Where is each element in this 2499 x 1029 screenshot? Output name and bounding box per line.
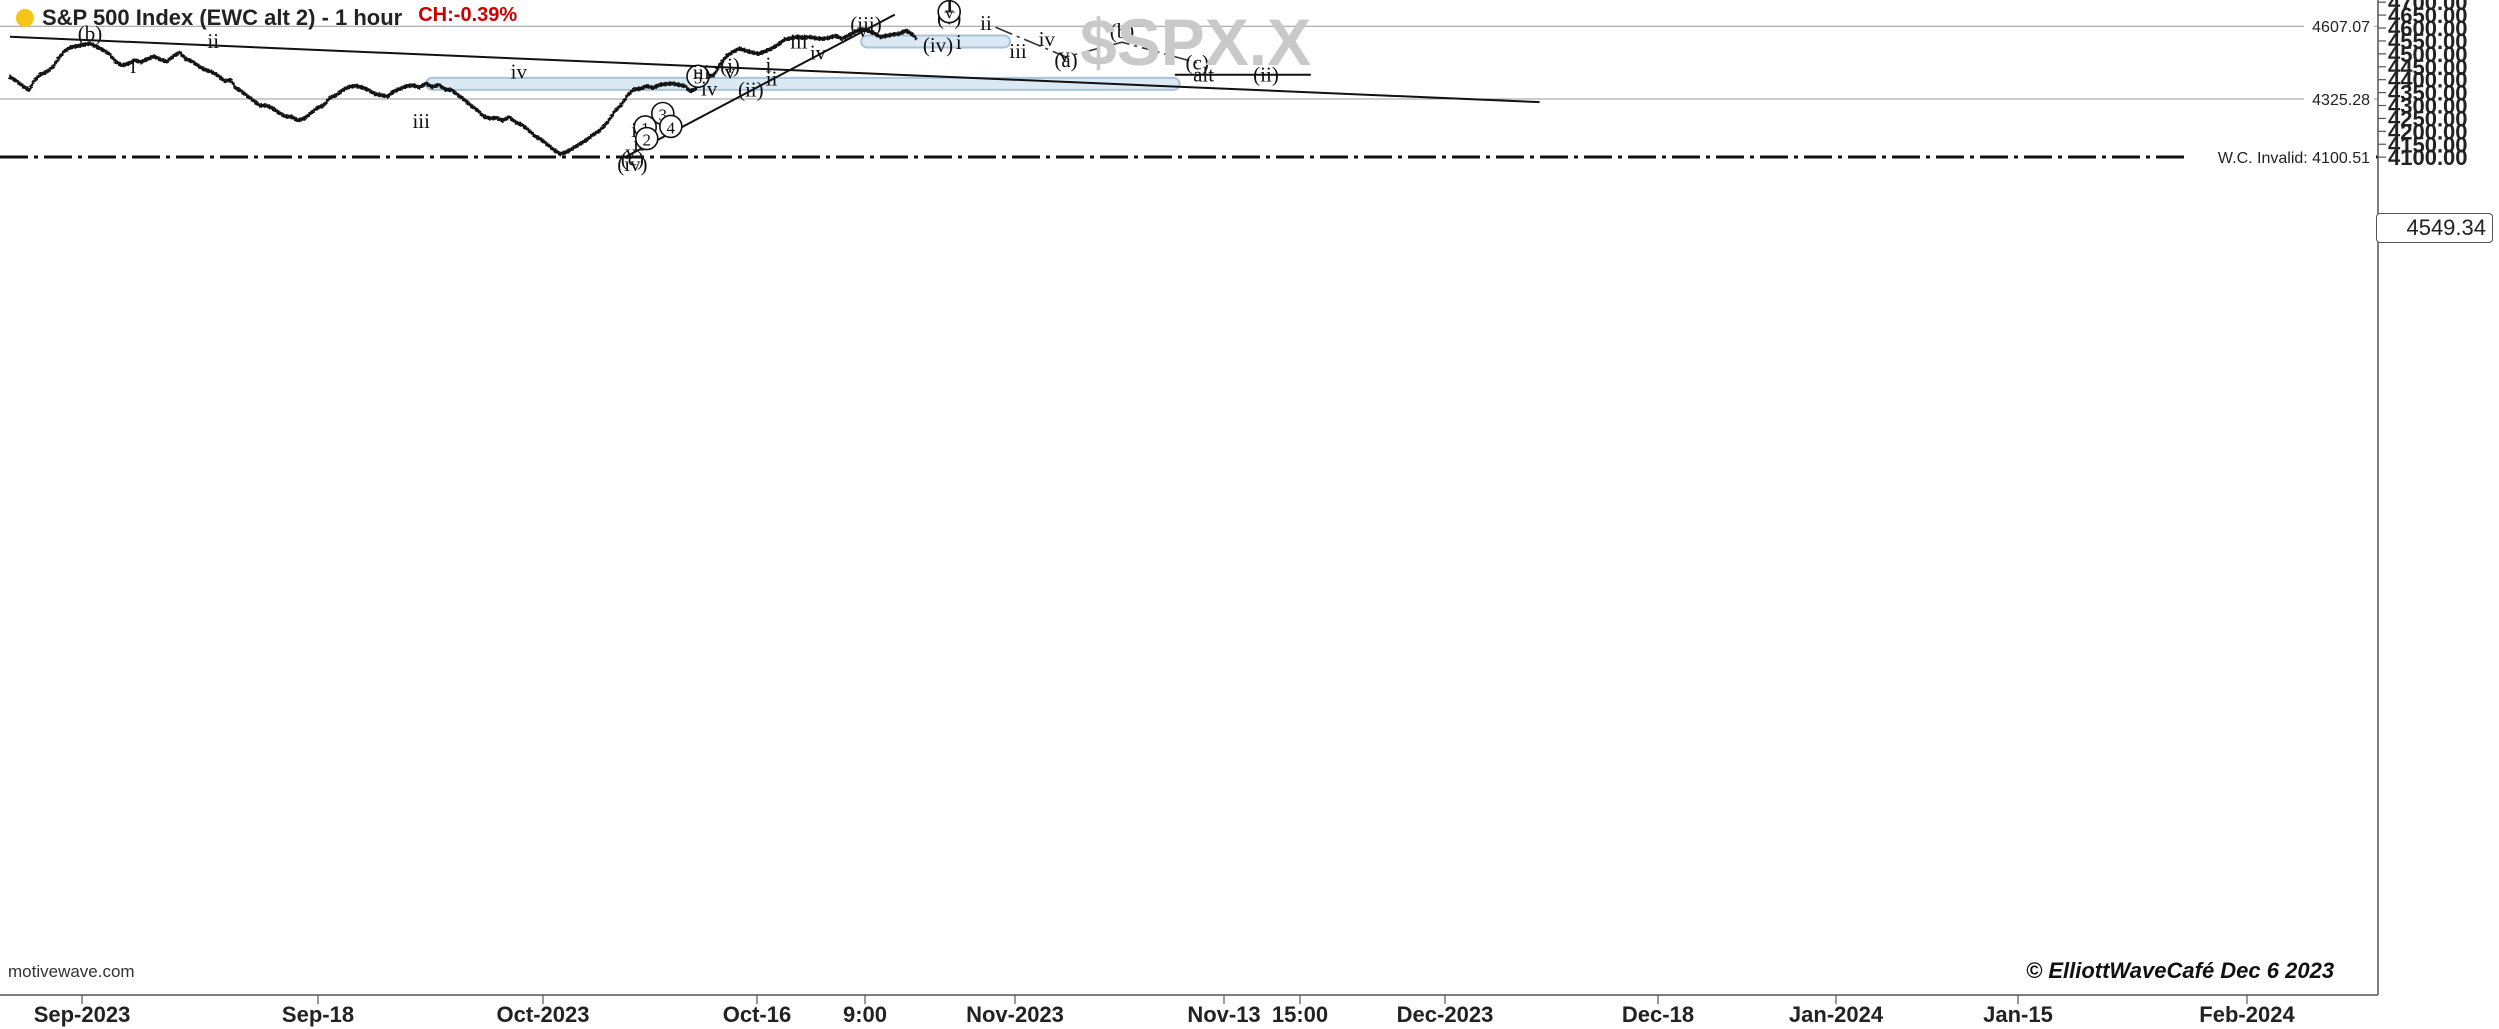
x-tick-label: Nov-13 [1187, 1002, 1260, 1027]
reference-label-bg [2188, 146, 2374, 167]
reference-label: 4325.28 [2312, 92, 2370, 109]
support-zone [860, 34, 1012, 49]
symbol-watermark: $SPX.X [1080, 5, 1312, 79]
wave-label: iv [701, 77, 718, 101]
y-tick-label: 4300.00 [2388, 94, 2468, 119]
wave-label-circle [686, 64, 710, 89]
wave-label: (c) [1186, 51, 1209, 75]
wave-label: (ii) [738, 77, 764, 101]
support-zone [425, 76, 1181, 91]
wave-label: 2 [643, 131, 652, 150]
y-tick-label: 4250.00 [2388, 106, 2468, 131]
wave-label: ii [766, 66, 778, 90]
x-tick-label: Nov-2023 [966, 1002, 1064, 1027]
wave-label: iii [692, 60, 710, 84]
reference-label-bg [2304, 15, 2374, 36]
x-tick-label: Dec-18 [1622, 1002, 1694, 1027]
wave-label: iii [790, 29, 808, 53]
x-tick-label: 9:00 [843, 1002, 887, 1027]
chart-header: S&P 500 Index (EWC alt 2) - 1 hour CH:-0… [0, 2, 517, 34]
y-tick-label: 4500.00 [2388, 42, 2468, 67]
wave-label: 3 [659, 105, 668, 124]
x-tick-label: Jan-2024 [1789, 1002, 1884, 1027]
last-price-tag: 4549.34 [2376, 213, 2493, 243]
wave-label: (iii) [850, 12, 882, 36]
wave-label: (b) [1110, 19, 1135, 43]
wave-label: ii [207, 29, 219, 53]
x-tick-label: Sep-2023 [34, 1002, 131, 1027]
y-tick-label: 4450.00 [2388, 55, 2468, 80]
y-tick-label: 4100.00 [2388, 145, 2468, 170]
wave-label: i [956, 30, 962, 54]
wave-label: 5 [694, 68, 703, 87]
wave-label: v [725, 59, 736, 83]
x-tick-label: Oct-2023 [497, 1002, 590, 1027]
wave-label: 1 [942, 0, 957, 19]
projection-line [995, 26, 1201, 65]
y-tick-label: 4200.00 [2388, 119, 2468, 144]
wave-label: (iv) [923, 33, 953, 57]
wave-label: (i) [720, 54, 740, 78]
wave-labels: (b)iiiiviiiiiiv(c)(iv)12345iiiiv(i)v(ii)… [78, 0, 1279, 176]
plot-area [0, 0, 2378, 995]
projection-path [995, 26, 1201, 65]
wave-label: v [858, 18, 869, 42]
source-label: motivewave.com [8, 962, 135, 981]
y-tick-label: 4350.00 [2388, 81, 2468, 106]
wave-label: (ii) [1253, 62, 1279, 86]
reference-label-bg [2304, 87, 2374, 108]
wave-label: v [626, 140, 637, 164]
status-dot-icon [16, 9, 34, 27]
wave-label: iii [412, 109, 430, 133]
reference-label: 4607.07 [2312, 19, 2370, 36]
price-bars [8, 27, 918, 157]
x-tick-label: Feb-2024 [2199, 1002, 2295, 1027]
chart-title: S&P 500 Index (EWC alt 2) - 1 hour [42, 5, 403, 30]
x-tick-label: 15:00 [1272, 1002, 1328, 1027]
x-tick-label: Dec-2023 [1397, 1002, 1494, 1027]
wave-label: alt [1193, 62, 1214, 86]
change-percent: CH:-0.39% [418, 3, 518, 26]
x-tick-label: Jan-15 [1983, 1002, 2053, 1027]
wave-label: ii [980, 11, 992, 35]
wave-label: iv [1039, 27, 1056, 51]
copyright-label: © ElliottWaveCafé Dec 6 2023 [2026, 958, 2335, 983]
x-tick-label: Oct-16 [723, 1002, 791, 1027]
wave-label: (iv) [617, 152, 647, 176]
wave-label-circle [634, 126, 659, 151]
wave-label: (a) [1054, 48, 1077, 72]
wave-label: i [765, 52, 771, 76]
wave-label: (c) [621, 147, 644, 171]
x-tick-label: Sep-18 [282, 1002, 354, 1027]
y-tick-label: 4700.00 [2388, 0, 2468, 15]
wave-label: i [130, 54, 136, 78]
wave-label: iii [1009, 39, 1027, 63]
y-axis: 4700.004650.004600.004550.004500.004450.… [2378, 0, 2468, 170]
x-axis: Sep-2023 Sep-18 Oct-2023 Oct-16 9:00 Nov-2023… [34, 995, 2295, 1027]
y-tick-label: 4550.00 [2388, 29, 2468, 54]
wave-label: v [1059, 43, 1070, 67]
wave-label: iv [810, 40, 827, 64]
wave-label: (b) [78, 21, 103, 45]
wave-label: 4 [667, 118, 676, 137]
wave-label: v [945, 4, 954, 23]
wave-label-circle [937, 0, 961, 24]
y-tick-label: 4150.00 [2388, 132, 2468, 157]
y-tick-label: 4650.00 [2388, 3, 2468, 28]
reference-lines: 4607.07 4325.28 W.C. Invalid: 4100.51 [0, 15, 2378, 167]
y-tick-label: 4600.00 [2388, 16, 2468, 41]
trendline [9, 35, 1540, 104]
y-tick-label: 4400.00 [2388, 68, 2468, 93]
wave-label-circle [658, 114, 683, 139]
wave-label: iv [511, 59, 528, 83]
reference-label: W.C. Invalid: 4100.51 [2218, 150, 2370, 167]
